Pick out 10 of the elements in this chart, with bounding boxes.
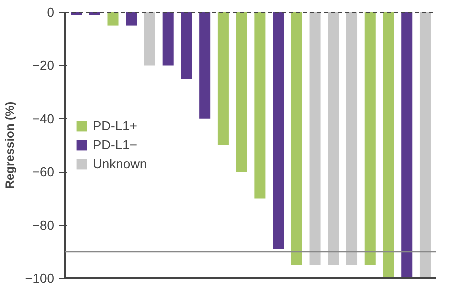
y-tick-label: −60 — [32, 164, 55, 180]
y-tick-label: −100 — [25, 271, 55, 286]
y-tick-label: 0 — [47, 5, 55, 20]
y-axis-title: Regression (%) — [3, 102, 18, 190]
legend-label: Unknown — [93, 156, 148, 172]
legend-label: PD-L1− — [93, 138, 138, 152]
y-tick-label: −20 — [32, 58, 55, 74]
y-tick-label: −40 — [32, 111, 55, 126]
legend-label: PD-L1+ — [93, 118, 138, 134]
y-tick-label: −80 — [32, 218, 55, 233]
